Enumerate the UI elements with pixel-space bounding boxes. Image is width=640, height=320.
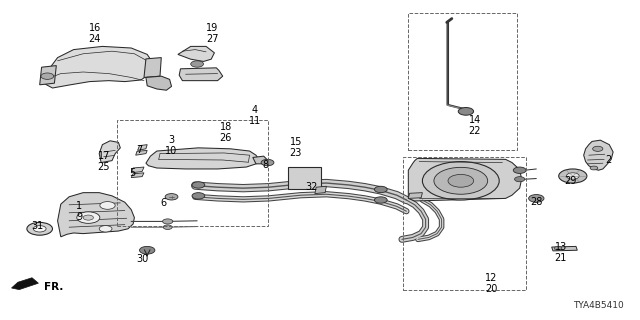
Polygon shape <box>99 141 120 163</box>
Text: 14
22: 14 22 <box>468 115 481 136</box>
Text: 3
10: 3 10 <box>165 135 178 156</box>
Circle shape <box>83 215 93 220</box>
Bar <box>117 120 268 226</box>
Circle shape <box>374 197 387 203</box>
Text: 4
11: 4 11 <box>248 105 261 125</box>
Circle shape <box>192 193 205 199</box>
Polygon shape <box>144 58 161 77</box>
Text: 8: 8 <box>262 160 269 170</box>
Circle shape <box>593 146 603 151</box>
Polygon shape <box>552 246 577 251</box>
Text: 32: 32 <box>305 182 318 192</box>
Circle shape <box>261 159 274 166</box>
Bar <box>288 167 321 189</box>
Circle shape <box>41 73 54 79</box>
Text: 30: 30 <box>136 253 148 264</box>
Text: 19
27: 19 27 <box>206 23 219 44</box>
Circle shape <box>515 177 525 182</box>
Polygon shape <box>44 46 154 88</box>
Text: 31: 31 <box>31 220 44 231</box>
Bar <box>408 13 517 150</box>
Polygon shape <box>131 167 144 173</box>
Polygon shape <box>58 193 134 237</box>
Circle shape <box>192 182 205 188</box>
Polygon shape <box>12 278 38 290</box>
Circle shape <box>163 219 173 224</box>
Text: TYA4B5410: TYA4B5410 <box>573 301 624 310</box>
Text: FR.: FR. <box>44 282 63 292</box>
Polygon shape <box>146 148 259 169</box>
Circle shape <box>163 225 172 229</box>
Text: 17
25: 17 25 <box>97 151 110 172</box>
Text: 5: 5 <box>129 168 136 178</box>
Circle shape <box>590 166 598 170</box>
Text: 7: 7 <box>136 145 143 155</box>
Text: 1
9: 1 9 <box>76 202 83 222</box>
Text: 29: 29 <box>564 176 577 186</box>
Circle shape <box>434 167 488 194</box>
Text: 16
24: 16 24 <box>88 23 101 44</box>
Circle shape <box>566 173 579 179</box>
Circle shape <box>33 226 46 232</box>
Circle shape <box>165 194 178 200</box>
Circle shape <box>140 246 155 254</box>
Polygon shape <box>131 173 144 178</box>
Circle shape <box>27 222 52 235</box>
Text: 2: 2 <box>605 155 611 165</box>
Text: 12
20: 12 20 <box>485 273 498 294</box>
Circle shape <box>100 202 115 209</box>
Text: 18
26: 18 26 <box>220 122 232 143</box>
Circle shape <box>554 246 562 250</box>
Text: 13
21: 13 21 <box>554 243 567 263</box>
Polygon shape <box>253 156 268 164</box>
Polygon shape <box>408 158 522 201</box>
Polygon shape <box>584 140 613 170</box>
Polygon shape <box>146 76 172 90</box>
Polygon shape <box>138 145 147 150</box>
Polygon shape <box>40 66 56 85</box>
Circle shape <box>559 169 587 183</box>
Circle shape <box>529 195 544 202</box>
Text: 15
23: 15 23 <box>289 137 302 158</box>
Circle shape <box>422 162 499 200</box>
Text: 6: 6 <box>160 198 166 208</box>
Circle shape <box>513 167 526 173</box>
Circle shape <box>99 226 112 232</box>
Text: 28: 28 <box>530 197 543 207</box>
Polygon shape <box>136 150 147 155</box>
Circle shape <box>448 174 474 187</box>
Bar <box>403 157 526 290</box>
Circle shape <box>374 186 387 193</box>
Polygon shape <box>178 46 214 61</box>
Circle shape <box>77 212 100 223</box>
Polygon shape <box>179 68 223 81</box>
Polygon shape <box>408 193 422 198</box>
Circle shape <box>191 61 204 67</box>
Circle shape <box>458 108 474 115</box>
Polygon shape <box>315 186 326 194</box>
